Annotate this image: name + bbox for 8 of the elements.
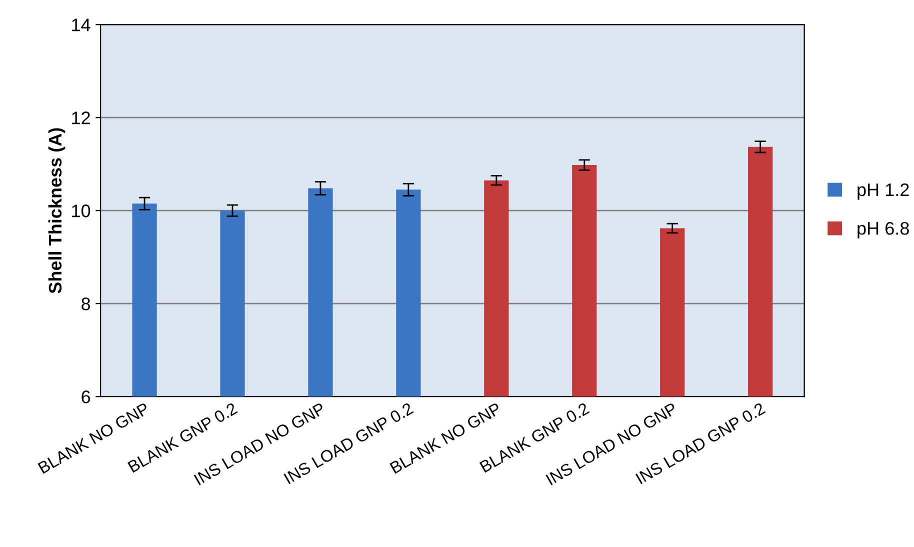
y-tick-label: 10 xyxy=(72,204,90,218)
y-tick-label: 12 xyxy=(72,112,90,124)
y-axis-title: Shell Thickness (A) xyxy=(48,128,66,294)
y-tick-label: 14 xyxy=(72,18,90,32)
y-tick-label: 8 xyxy=(82,298,90,310)
y-tick-label: 6 xyxy=(82,390,90,404)
legend-label: pH 6.8 xyxy=(858,222,909,238)
legend-label: pH 1.2 xyxy=(858,183,909,200)
